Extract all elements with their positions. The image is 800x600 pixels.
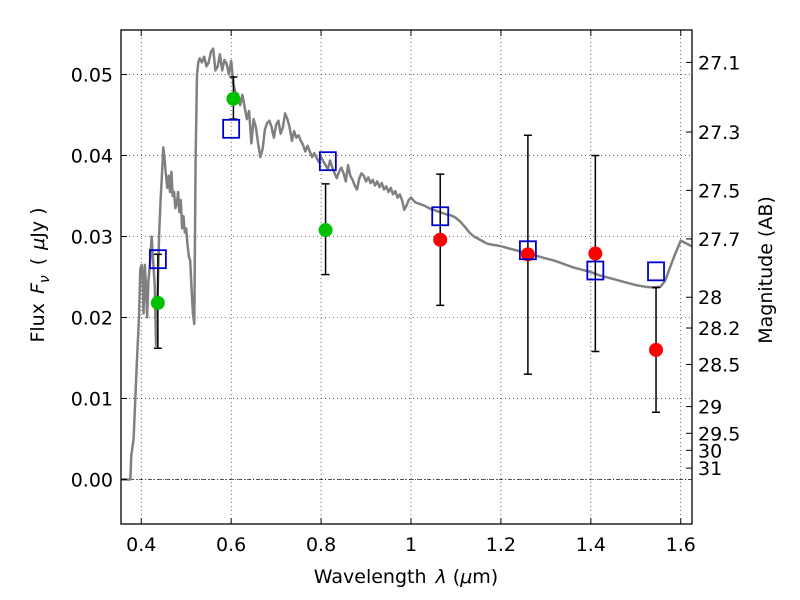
y2-tick-label: 27.5 bbox=[698, 180, 740, 202]
model-flux-square bbox=[518, 240, 537, 261]
y-axis-label: Flux Fν ( μJy ) bbox=[27, 207, 53, 342]
model-flux-square bbox=[431, 206, 450, 227]
y2-tick-label: 27.1 bbox=[698, 52, 740, 74]
y2-tick-label: 27.7 bbox=[698, 229, 740, 251]
y2-axis-label: Magnitude (AB) bbox=[755, 196, 777, 344]
observed-flux-point bbox=[649, 342, 664, 357]
y2-tick-label: 30 bbox=[698, 440, 722, 462]
y2-tick-label: 31 bbox=[698, 458, 722, 480]
y2-tick-label: 28.2 bbox=[698, 318, 740, 340]
x-axis-label-unit-suffix: m) bbox=[472, 566, 498, 588]
x-axis-label-unit-prefix: ( bbox=[453, 566, 460, 588]
observed-flux-point bbox=[520, 247, 535, 262]
observed-flux-point bbox=[226, 91, 241, 106]
x-tick-label: 0.6 bbox=[216, 534, 246, 556]
y2-tick-label: 29 bbox=[698, 397, 722, 419]
y-axis-label-text: Flux bbox=[27, 303, 49, 343]
x-axis-label: Wavelength λ (μm) bbox=[314, 566, 498, 588]
axis-ticks: 0.4 0.6 0.8 1 1.2 1.4 1.6 0.00 0.01 0.02 0.03 0.04 0… bbox=[71, 30, 740, 556]
model-spectrum-line bbox=[121, 47, 693, 481]
model-flux-square bbox=[647, 261, 665, 282]
x-tick-label: 1.2 bbox=[486, 534, 516, 556]
model-flux-square bbox=[148, 249, 167, 270]
y-tick-label: 0.02 bbox=[71, 307, 113, 329]
y2-tick-label: 28 bbox=[698, 287, 722, 309]
y-tick-label: 0.00 bbox=[71, 469, 113, 491]
x-tick-label: 0.8 bbox=[306, 534, 336, 556]
y-axis-label-unit-prefix: ( bbox=[27, 258, 49, 265]
y-axis-label-unit-suffix: Jy ) bbox=[27, 207, 49, 238]
model-flux-square bbox=[586, 260, 605, 281]
y-axis-label-symbol: F bbox=[27, 282, 49, 294]
y2-tick-label: 29.5 bbox=[698, 423, 740, 445]
x-axis-label-symbol: λ bbox=[435, 566, 447, 588]
x-tick-label: 1.4 bbox=[576, 534, 606, 556]
x-tick-label: 1 bbox=[405, 534, 417, 556]
plot-area bbox=[121, 47, 693, 481]
y-tick-label: 0.03 bbox=[71, 227, 113, 249]
y2-tick-label: 27.3 bbox=[698, 122, 740, 144]
y2-tick-label: 28.5 bbox=[698, 354, 740, 376]
observed-flux-point bbox=[150, 295, 165, 310]
x-tick-label: 0.4 bbox=[126, 534, 156, 556]
y-tick-label: 0.04 bbox=[71, 146, 113, 168]
model-flux-square bbox=[318, 151, 337, 172]
y-axis-label-subscript: ν bbox=[37, 275, 53, 283]
y-axis-label-unit-mu: μ bbox=[27, 238, 49, 251]
plot-frame bbox=[120, 29, 693, 525]
x-axis-label-unit-mu: μ bbox=[459, 566, 472, 588]
y-tick-label: 0.05 bbox=[71, 65, 113, 87]
observed-flux-point bbox=[433, 232, 448, 247]
model-flux-square bbox=[222, 118, 241, 139]
x-tick-label: 1.6 bbox=[666, 534, 696, 556]
observed-flux-point bbox=[588, 246, 603, 261]
observed-flux-point bbox=[318, 223, 333, 238]
y-tick-label: 0.01 bbox=[71, 388, 113, 410]
x-axis-label-text: Wavelength bbox=[314, 566, 427, 588]
